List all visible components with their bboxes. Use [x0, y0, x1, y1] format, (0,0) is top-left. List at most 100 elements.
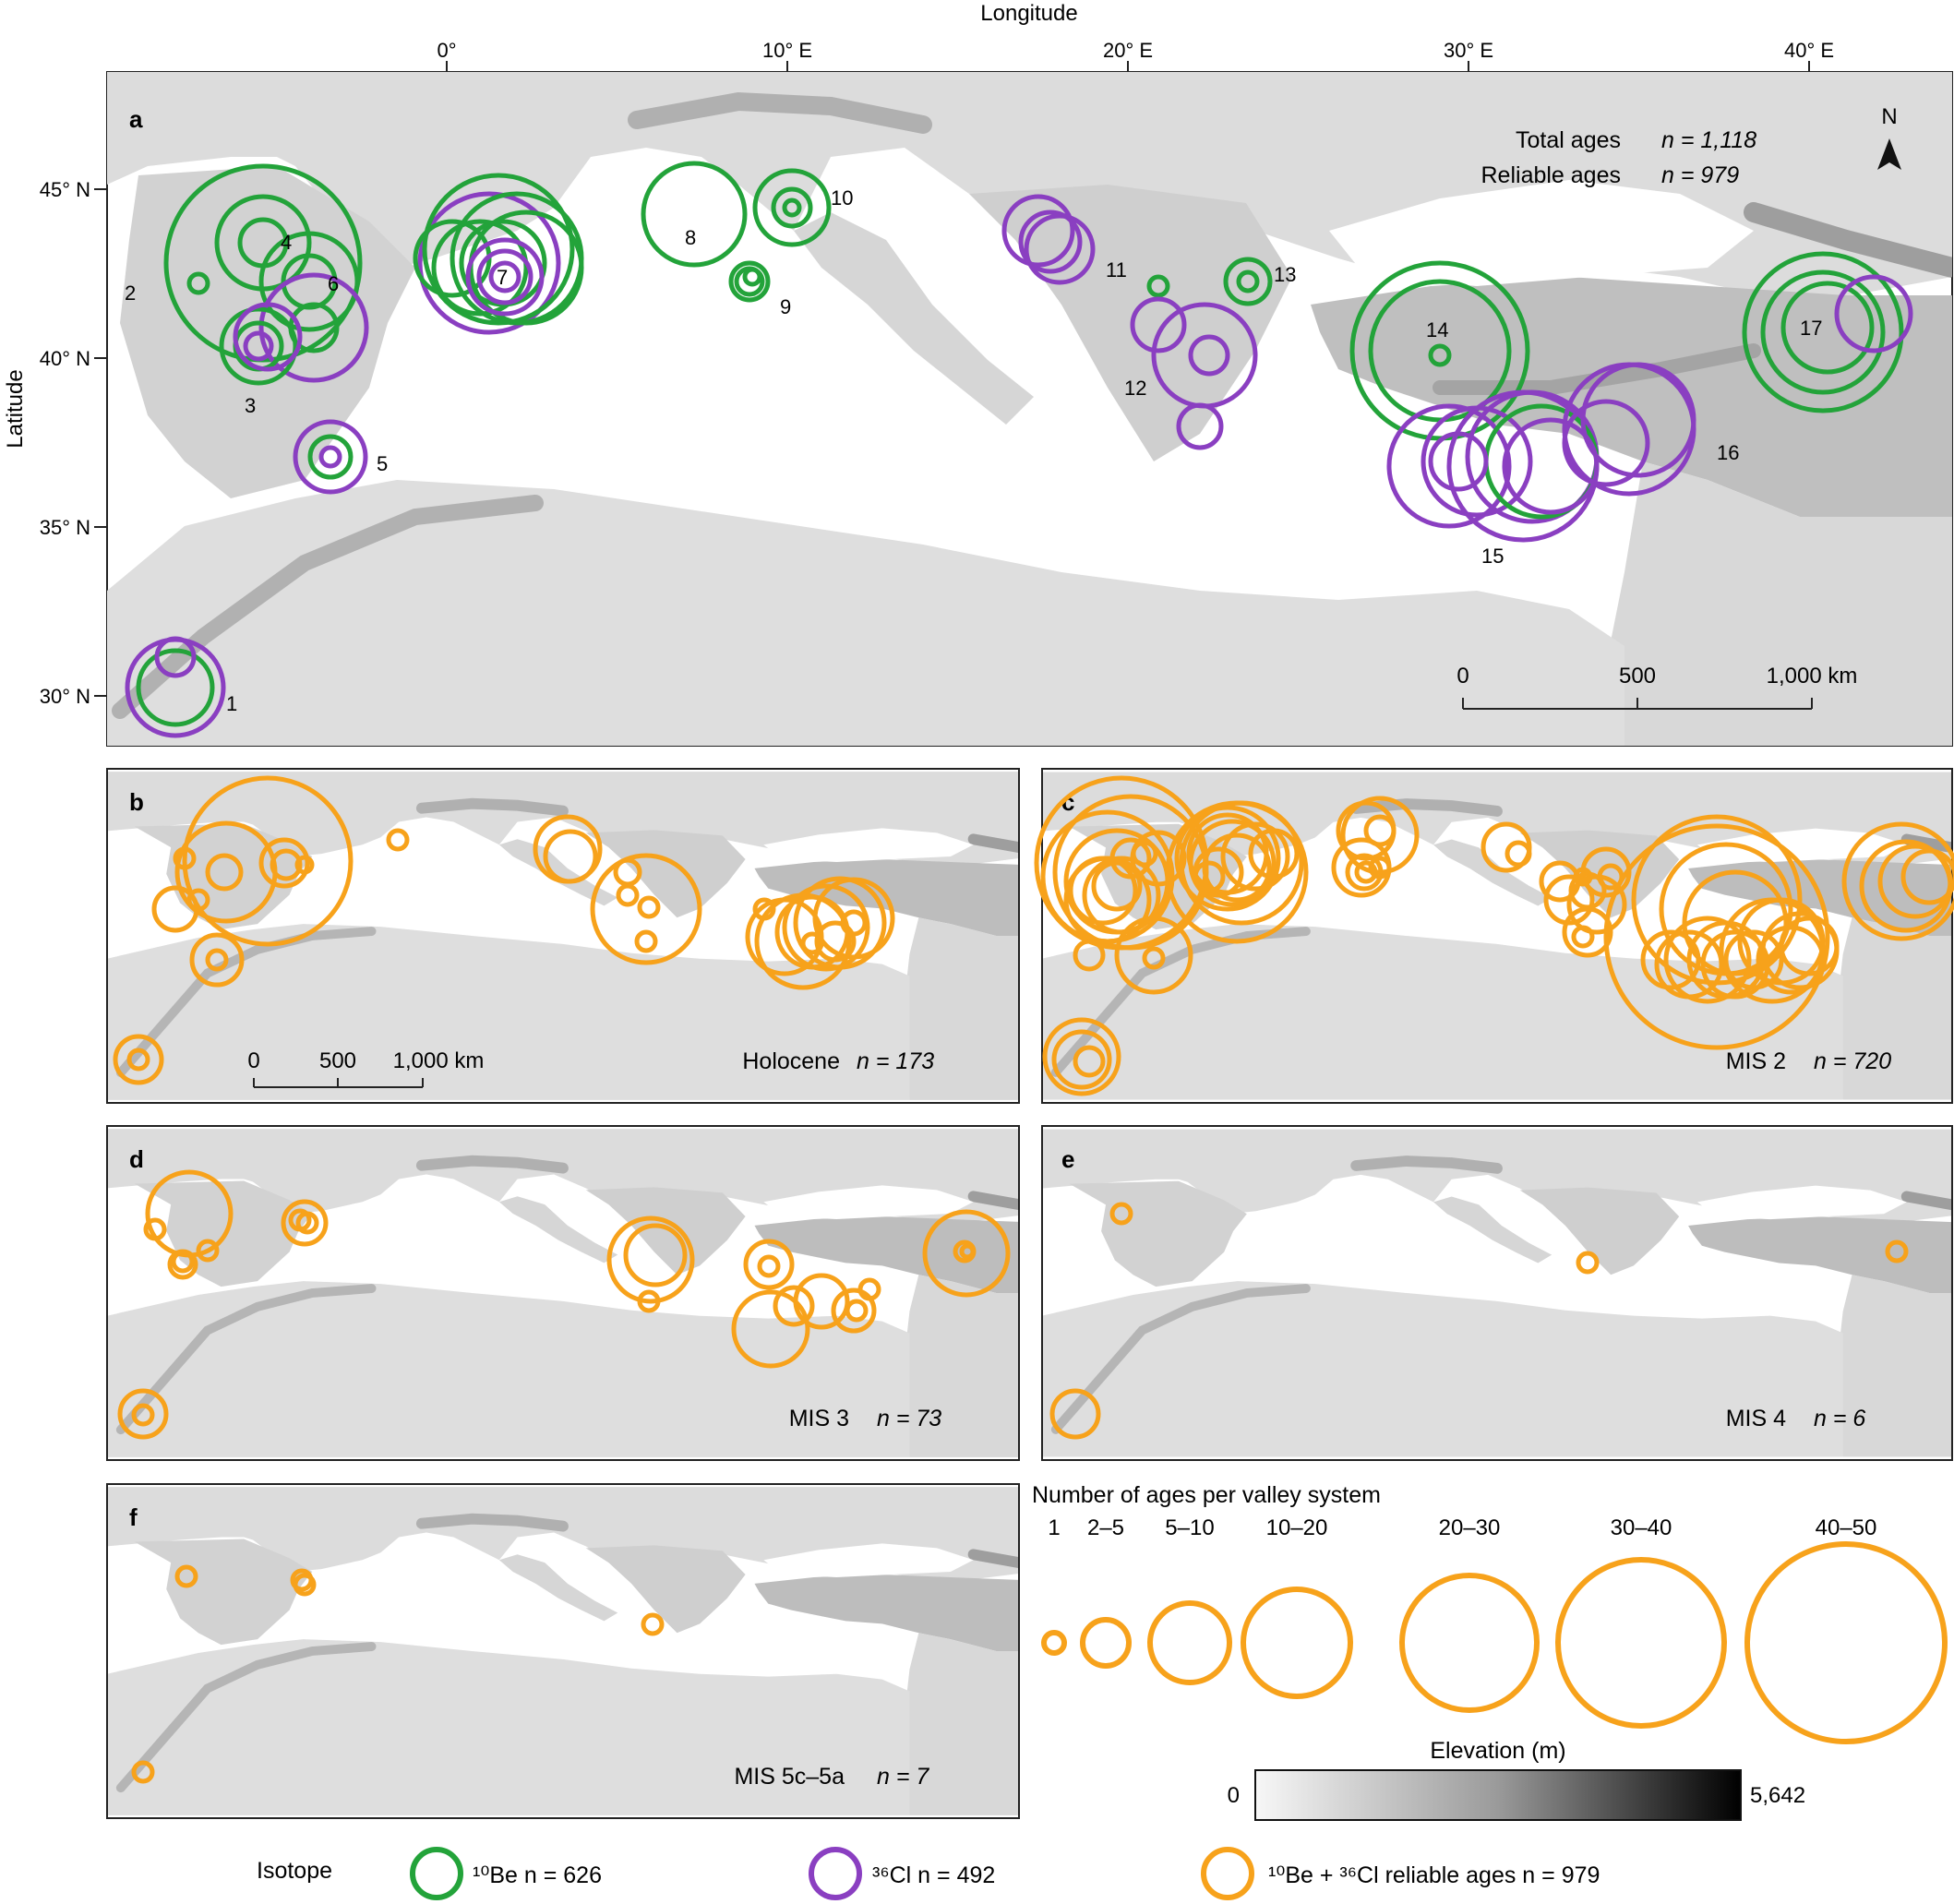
- lon-tick-0: 0°: [437, 39, 456, 62]
- elevation-title: Elevation (m): [1430, 1738, 1565, 1764]
- elevation-max: 5,642: [1750, 1783, 1805, 1808]
- size-legend: Number of ages per valley system 1 2–5 5…: [1032, 1482, 1948, 1744]
- site-label-10: 10: [831, 186, 853, 210]
- size-legend-circle-20-30: [1399, 1573, 1540, 1713]
- panel-b-letter: b: [129, 788, 144, 816]
- cl36-legend-icon: [809, 1847, 862, 1900]
- scale-bar-b: [253, 1078, 424, 1088]
- size-legend-circle-40-50: [1744, 1541, 1948, 1744]
- north-label: N: [1881, 104, 1897, 129]
- atlas-mountains: [112, 495, 544, 719]
- size-class-1: 1: [1048, 1515, 1060, 1540]
- site-label-4: 4: [281, 231, 292, 254]
- reliable-ages-value: n = 979: [1661, 162, 1739, 188]
- lon-tick-20: 20° E: [1103, 39, 1153, 62]
- site-number-labels: 1 2 3 4 5 6 7 8 9 10 11 12 13 14 15 16 1…: [125, 186, 1822, 715]
- reliable-ages-label: Reliable ages: [1481, 162, 1622, 188]
- scale-b-1000: 1,000 km: [393, 1048, 485, 1073]
- panel-d-letter: d: [129, 1145, 144, 1173]
- italy-landmass: [794, 212, 1034, 425]
- panel-a-site-circles: [125, 161, 1913, 738]
- lon-ticks: [446, 61, 1810, 72]
- panel-f-period: MIS 5c–5a: [734, 1764, 845, 1790]
- size-class-20-30: 20–30: [1439, 1515, 1501, 1540]
- panel-a-letter: a: [129, 105, 143, 133]
- panel-c-circles: [1034, 775, 1954, 1096]
- panel-b-map: b: [106, 768, 1020, 1104]
- scale-bar-a: [1462, 698, 1813, 710]
- lat-tick-30: 30° N: [40, 685, 90, 708]
- lon-tick-40: 40° E: [1784, 39, 1834, 62]
- panel-f-n: n = 7: [877, 1764, 929, 1790]
- panel-f-circles: [131, 1564, 665, 1784]
- site-label-9: 9: [780, 295, 791, 318]
- scale-b-500: 500: [319, 1048, 356, 1073]
- site-label-6: 6: [328, 272, 339, 295]
- isotope-legend-title: Isotope: [257, 1858, 332, 1884]
- size-legend-circle-1: [1041, 1630, 1067, 1656]
- site-label-13: 13: [1274, 263, 1296, 286]
- black-sea: [1329, 180, 1754, 286]
- cl36-legend-label: ³⁶Cl n = 492: [872, 1862, 995, 1888]
- site-label-7: 7: [497, 266, 508, 289]
- site-label-3: 3: [245, 394, 256, 417]
- panel-e-map: e MIS 4 n = 6: [1041, 1125, 1953, 1461]
- scale-b-0: 0: [247, 1048, 259, 1073]
- size-class-40-50: 40–50: [1816, 1515, 1877, 1540]
- scale-a-500: 500: [1619, 664, 1656, 689]
- site-label-1: 1: [226, 692, 237, 715]
- panel-d-circles: [117, 1169, 1011, 1440]
- combined-legend-label: ¹⁰Be + ³⁶Cl reliable ages n = 979: [1268, 1862, 1600, 1888]
- scale-a-0: 0: [1457, 664, 1468, 689]
- caucasus-mountains: [1744, 202, 1952, 278]
- size-class-5-10: 5–10: [1165, 1515, 1214, 1540]
- panel-d-period: MIS 3: [789, 1406, 849, 1431]
- panel-c-map: c: [1034, 768, 1954, 1104]
- site-label-17: 17: [1800, 317, 1822, 340]
- lon-tick-30: 30° E: [1444, 39, 1493, 62]
- panel-b-circles: [113, 775, 895, 1085]
- levant-landmass: [1606, 461, 1952, 746]
- be10-legend-label: ¹⁰Be n = 626: [473, 1862, 602, 1888]
- taurus-mountains: [1433, 343, 1761, 395]
- africa-landmass: [107, 480, 1624, 746]
- size-legend-circle-5-10: [1147, 1600, 1232, 1685]
- panel-e-period: MIS 4: [1726, 1406, 1786, 1431]
- north-arrow-icon: [1877, 138, 1901, 170]
- anatolia-landmass: [1311, 277, 1952, 517]
- alps-mountains: [628, 91, 932, 134]
- panel-e-circles: [1049, 1202, 1909, 1440]
- panel-c-period: MIS 2: [1726, 1048, 1786, 1074]
- elevation-legend: Elevation (m) 0 5,642: [1228, 1738, 1805, 1821]
- x-axis-title: Longitude: [980, 1, 1077, 26]
- panel-f-map: f MIS 5c–5a n = 7: [106, 1483, 1020, 1819]
- total-ages-label: Total ages: [1516, 127, 1621, 153]
- panel-b-period: Holocene: [742, 1048, 840, 1074]
- elevation-color-bar: [1254, 1769, 1742, 1821]
- lat-tick-35: 35° N: [40, 516, 90, 539]
- panel-d-n: n = 73: [877, 1406, 941, 1431]
- site-label-14: 14: [1426, 318, 1448, 341]
- y-axis-title: Latitude: [3, 369, 28, 448]
- site-label-15: 15: [1481, 545, 1504, 568]
- combined-legend-icon: [1201, 1847, 1254, 1900]
- panel-c-n: n = 720: [1814, 1048, 1891, 1074]
- size-legend-title: Number of ages per valley system: [1032, 1482, 1381, 1508]
- lat-tick-40: 40° N: [40, 347, 90, 370]
- site-label-2: 2: [125, 281, 136, 305]
- panel-b-n: n = 173: [857, 1048, 934, 1074]
- size-class-30-40: 30–40: [1611, 1515, 1672, 1540]
- lat-tick-45: 45° N: [40, 178, 90, 201]
- site-label-11: 11: [1106, 258, 1127, 281]
- panel-f-letter: f: [129, 1503, 138, 1531]
- panel-e-n: n = 6: [1814, 1406, 1865, 1431]
- size-class-10-20: 10–20: [1266, 1515, 1328, 1540]
- size-legend-circle-2-5: [1080, 1617, 1132, 1669]
- panel-a-map: 0° 10° E 20° E 30° E 40° E 45° N 40° N 3…: [40, 39, 1953, 747]
- panel-d-map: d MIS 3 n = 73: [106, 1125, 1020, 1461]
- site-label-16: 16: [1717, 441, 1739, 464]
- size-class-2-5: 2–5: [1087, 1515, 1124, 1540]
- scale-a-1000: 1,000 km: [1767, 664, 1858, 689]
- iberia-landmass: [120, 166, 415, 498]
